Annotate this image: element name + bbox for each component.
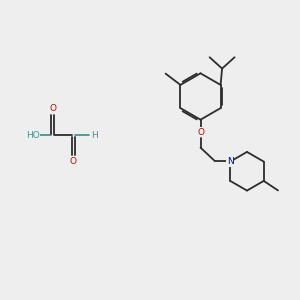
Text: O: O bbox=[49, 104, 56, 113]
Text: N: N bbox=[227, 157, 234, 166]
Text: H: H bbox=[91, 130, 98, 140]
Text: O: O bbox=[197, 128, 204, 137]
Text: HO: HO bbox=[26, 130, 40, 140]
Text: O: O bbox=[70, 157, 77, 166]
